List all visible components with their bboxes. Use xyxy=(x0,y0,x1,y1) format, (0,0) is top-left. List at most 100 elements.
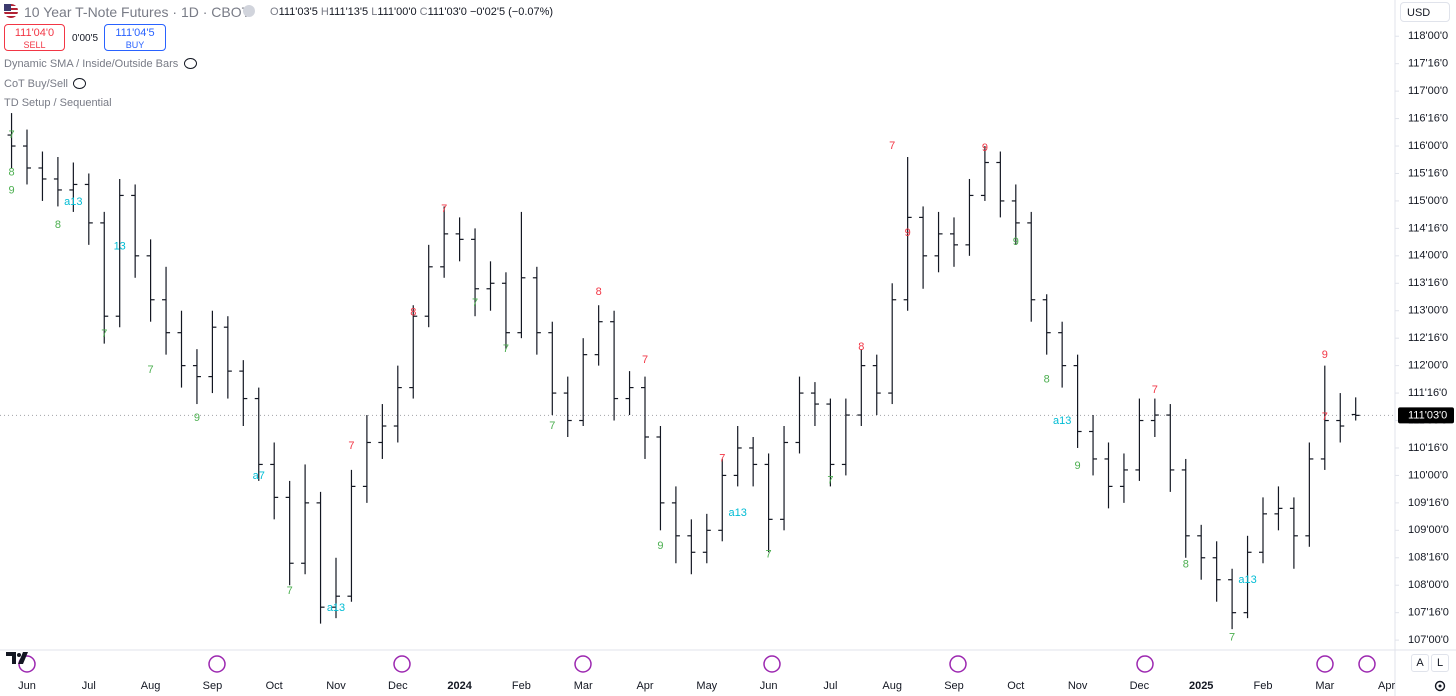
y-tick-label: 110'16'0 xyxy=(1408,442,1448,454)
ohlc-values: O111'03'5 H111'13'5 L111'00'0 C111'03'0 … xyxy=(270,6,553,18)
x-tick-label: Dec xyxy=(388,680,408,692)
hidden-icon[interactable] xyxy=(73,78,86,89)
x-tick-label: 2025 xyxy=(1189,680,1213,692)
x-tick-label: Nov xyxy=(326,680,346,692)
symbol-title: 10 Year T-Note Futures · 1D · CBOT xyxy=(24,4,251,20)
o-value: 111'03'5 xyxy=(278,6,318,18)
td-count: 7 xyxy=(1229,631,1235,643)
x-tick-label: May xyxy=(696,680,717,692)
currency: USD xyxy=(1407,7,1431,19)
td-count: a13 xyxy=(729,507,747,519)
td-count: 7 xyxy=(8,129,14,141)
td-count: 9 xyxy=(1322,349,1328,361)
x-tick-label: Sep xyxy=(944,680,964,692)
event-icon[interactable] xyxy=(949,655,967,673)
event-icon[interactable] xyxy=(1316,655,1334,673)
td-count: 8 xyxy=(1044,373,1050,385)
sell-price: 111'04'0 xyxy=(14,27,55,39)
td-count: 7 xyxy=(1152,384,1158,396)
y-tick-label: 107'00'0 xyxy=(1408,634,1449,646)
td-count: 7 xyxy=(287,585,293,597)
td-count: 9 xyxy=(982,142,988,154)
td-count: 8 xyxy=(8,166,14,178)
td-count: a7 xyxy=(253,470,265,482)
auto-scale-button[interactable]: A xyxy=(1411,654,1429,672)
td-count: 9 xyxy=(905,227,911,239)
event-icon[interactable] xyxy=(763,655,781,673)
x-tick-label: Feb xyxy=(1254,680,1273,692)
td-count: 7 xyxy=(1322,411,1328,423)
hidden-icon[interactable] xyxy=(184,58,197,69)
event-icon[interactable] xyxy=(208,655,226,673)
x-tick-label: Apr xyxy=(1378,680,1395,692)
y-tick-label: 115'16'0 xyxy=(1408,167,1448,179)
collapse-button[interactable] xyxy=(243,5,255,17)
td-count: 9 xyxy=(1013,236,1019,248)
td-count: 7 xyxy=(827,474,833,486)
buy-price: 111'04'5 xyxy=(115,27,155,39)
o-label: O xyxy=(270,6,279,18)
td-count: 7 xyxy=(503,343,509,355)
td-count: 7 xyxy=(766,548,772,560)
td-count: 7 xyxy=(441,203,447,215)
td-count: 8 xyxy=(596,286,602,298)
l-value: 111'00'0 xyxy=(377,6,417,18)
y-tick-label: 108'00'0 xyxy=(1408,579,1449,591)
td-count: a13 xyxy=(64,196,82,208)
y-tick-label: 110'00'0 xyxy=(1408,469,1448,481)
td-count: 9 xyxy=(8,184,14,196)
td-count: 9 xyxy=(1075,460,1081,472)
event-icon[interactable] xyxy=(393,655,411,673)
y-tick-label: 108'16'0 xyxy=(1408,552,1449,564)
td-count: 7 xyxy=(719,452,725,464)
indicator-label[interactable]: Dynamic SMA / Inside/Outside Bars xyxy=(4,58,179,70)
td-count: 8 xyxy=(858,341,864,353)
x-tick-label: Mar xyxy=(1315,680,1334,692)
y-tick-label: 118'00'0 xyxy=(1408,30,1448,42)
indicator-label[interactable]: TD Setup / Sequential xyxy=(4,97,112,109)
sell-button[interactable]: 111'04'0 SELL xyxy=(4,24,65,51)
buy-button[interactable]: 111'04'5 BUY xyxy=(104,24,166,51)
y-tick-label: 112'16'0 xyxy=(1408,332,1448,344)
indicator-label[interactable]: CoT Buy/Sell xyxy=(4,78,68,90)
x-tick-label: Oct xyxy=(1007,680,1024,692)
buy-label: BUY xyxy=(125,40,145,50)
td-count: 7 xyxy=(472,297,478,309)
y-tick-label: 112'00'0 xyxy=(1408,360,1448,372)
y-tick-label: 114'16'0 xyxy=(1408,222,1448,234)
td-count: 9 xyxy=(657,540,663,552)
td-count: 8 xyxy=(1183,558,1189,570)
x-tick-label: Sep xyxy=(203,680,223,692)
sell-label: SELL xyxy=(23,40,46,50)
y-tick-label: 113'00'0 xyxy=(1408,305,1448,317)
c-value: 111'03'0 xyxy=(427,6,467,18)
settings-icon[interactable] xyxy=(1434,680,1446,692)
y-tick-label: 107'16'0 xyxy=(1408,607,1449,619)
x-tick-label: Nov xyxy=(1068,680,1088,692)
l-label: L xyxy=(371,6,378,18)
td-count: 8 xyxy=(55,219,61,231)
td-count: 13 xyxy=(114,240,126,252)
td-count: 7 xyxy=(642,354,648,366)
currency-selector[interactable]: USD xyxy=(1400,2,1450,22)
td-count: a13 xyxy=(327,602,345,614)
y-tick-label: 113'16'0 xyxy=(1408,277,1448,289)
x-tick-label: Jul xyxy=(823,680,837,692)
y-tick-label: 116'16'0 xyxy=(1408,112,1448,124)
td-count: 8 xyxy=(410,306,416,318)
spread: 0'00'5 xyxy=(72,33,99,44)
tv-logo xyxy=(6,652,28,664)
last-price-label: 111'03'0 xyxy=(1408,409,1447,421)
event-icon[interactable] xyxy=(1358,655,1376,673)
x-tick-label: Mar xyxy=(574,680,593,692)
event-icon[interactable] xyxy=(574,655,592,673)
x-tick-label: Dec xyxy=(1130,680,1150,692)
log-scale-button[interactable]: L xyxy=(1431,654,1449,672)
x-tick-label: Oct xyxy=(266,680,283,692)
x-tick-label: Feb xyxy=(512,680,531,692)
y-tick-label: 117'16'0 xyxy=(1408,58,1448,70)
y-tick-label: 109'16'0 xyxy=(1408,497,1449,509)
event-icon[interactable] xyxy=(1136,655,1154,673)
y-tick-label: 109'00'0 xyxy=(1408,524,1449,536)
